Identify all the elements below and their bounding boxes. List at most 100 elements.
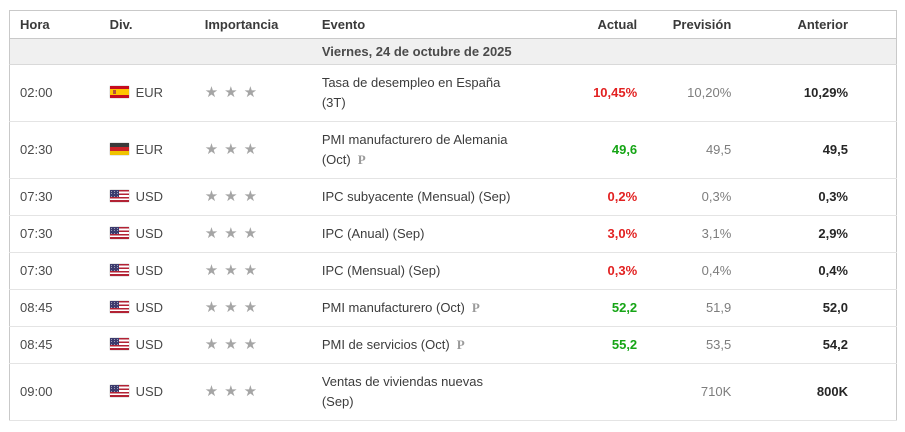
forecast-value: 51,9: [640, 289, 735, 327]
date-row-spacer: [9, 38, 322, 65]
importance-stars: ★★★: [204, 383, 264, 400]
event-name[interactable]: IPC (Mensual) (Sep): [321, 263, 441, 278]
forecast-value: 710K: [640, 363, 735, 421]
actual-value: 3,0%: [565, 215, 641, 253]
currency-label: USD: [135, 263, 164, 278]
col-header-evento: Evento: [321, 10, 566, 39]
col-header-hora: Hora: [9, 10, 110, 39]
preliminary-icon: P: [456, 337, 465, 352]
currency-cell: USD: [109, 289, 205, 327]
event-time: 09:00: [9, 363, 110, 421]
col-header-importancia: Importancia: [204, 10, 322, 39]
actual-value: 0,3%: [565, 252, 641, 290]
currency-cell: USD: [109, 326, 205, 364]
importance-cell: ★★★: [204, 252, 322, 290]
event-cell: Ventas de viviendas nuevas (Sep): [321, 363, 566, 421]
currency-label: EUR: [135, 142, 164, 157]
importance-stars: ★★★: [204, 188, 264, 205]
economic-calendar: Hora Div. Importancia Evento Actual Prev…: [9, 10, 897, 421]
importance-stars: ★★★: [204, 225, 264, 242]
usa-flag-icon: [109, 338, 129, 350]
col-header-actual: Actual: [565, 10, 641, 39]
event-name[interactable]: IPC subyacente (Mensual) (Sep): [321, 189, 511, 204]
importance-stars: ★★★: [204, 262, 264, 279]
event-name[interactable]: PMI manufacturero (Oct): [321, 300, 465, 315]
event-time: 07:30: [9, 215, 110, 253]
previous-value: 54,2: [734, 326, 897, 364]
event-name[interactable]: PMI manufacturero de Alemania (Oct): [321, 132, 508, 167]
forecast-value: 53,5: [640, 326, 735, 364]
actual-value: 52,2: [565, 289, 641, 327]
event-row[interactable]: 02:30 EUR ★★★ PMI manufacturero de Alemania…: [9, 121, 897, 179]
usa-flag-icon: [109, 190, 129, 202]
event-row[interactable]: 02:00 EUR ★★★ Tasa de desempleo en España (3…: [9, 64, 897, 122]
previous-value: 2,9%: [734, 215, 897, 253]
date-separator-row: Viernes, 24 de octubre de 2025: [9, 38, 897, 65]
currency-cell: EUR: [109, 121, 205, 179]
event-cell: IPC subyacente (Mensual) (Sep): [321, 178, 566, 216]
event-row[interactable]: 08:45 USD ★★★ PMI manufacturero (Oct) P 52,2 5…: [9, 289, 897, 327]
event-cell: PMI manufacturero (Oct) P: [321, 289, 566, 327]
importance-cell: ★★★: [204, 121, 322, 179]
actual-value: 0,2%: [565, 178, 641, 216]
forecast-value: 3,1%: [640, 215, 735, 253]
col-header-prevision: Previsión: [640, 10, 735, 39]
usa-flag-icon: [109, 227, 129, 239]
previous-value: 800K: [734, 363, 897, 421]
event-row[interactable]: 09:00 USD ★★★ Ventas de viviendas nuevas (Se…: [9, 363, 897, 421]
preliminary-icon: P: [357, 152, 366, 167]
usa-flag-icon: [109, 385, 129, 397]
forecast-value: 10,20%: [640, 64, 735, 122]
currency-label: USD: [135, 300, 164, 315]
currency-label: USD: [135, 226, 164, 241]
forecast-value: 0,3%: [640, 178, 735, 216]
importance-stars: ★★★: [204, 84, 264, 101]
preliminary-icon: P: [471, 300, 480, 315]
importance-cell: ★★★: [204, 64, 322, 122]
importance-cell: ★★★: [204, 215, 322, 253]
event-time: 08:45: [9, 326, 110, 364]
currency-cell: EUR: [109, 64, 205, 122]
currency-label: USD: [135, 337, 164, 352]
currency-cell: USD: [109, 178, 205, 216]
header-row: Hora Div. Importancia Evento Actual Prev…: [9, 10, 897, 39]
currency-cell: USD: [109, 215, 205, 253]
event-name[interactable]: PMI de servicios (Oct): [321, 337, 450, 352]
event-row[interactable]: 07:30 USD ★★★ IPC (Mensual) (Sep) 0,3% 0,4% 0,…: [9, 252, 897, 290]
event-cell: Tasa de desempleo en España (3T): [321, 64, 566, 122]
importance-cell: ★★★: [204, 363, 322, 421]
currency-label: USD: [135, 189, 164, 204]
previous-value: 0,4%: [734, 252, 897, 290]
event-cell: PMI de servicios (Oct) P: [321, 326, 566, 364]
calendar-body: Viernes, 24 de octubre de 2025 02:00 EUR ★…: [9, 38, 897, 421]
previous-value: 49,5: [734, 121, 897, 179]
event-row[interactable]: 08:45 USD ★★★ PMI de servicios (Oct) P 55,2 53…: [9, 326, 897, 364]
currency-label: EUR: [135, 85, 164, 100]
importance-cell: ★★★: [204, 326, 322, 364]
event-row[interactable]: 07:30 USD ★★★ IPC (Anual) (Sep) 3,0% 3,1% 2,9%: [9, 215, 897, 253]
currency-cell: USD: [109, 363, 205, 421]
importance-stars: ★★★: [204, 336, 264, 353]
previous-value: 10,29%: [734, 64, 897, 122]
previous-value: 52,0: [734, 289, 897, 327]
event-time: 08:45: [9, 289, 110, 327]
previous-value: 0,3%: [734, 178, 897, 216]
date-label: Viernes, 24 de octubre de 2025: [321, 38, 897, 65]
event-name[interactable]: Tasa de desempleo en España (3T): [321, 75, 501, 110]
forecast-value: 49,5: [640, 121, 735, 179]
event-time: 02:30: [9, 121, 110, 179]
usa-flag-icon: [109, 264, 129, 276]
event-name[interactable]: Ventas de viviendas nuevas (Sep): [321, 374, 483, 409]
event-name[interactable]: IPC (Anual) (Sep): [321, 226, 425, 241]
forecast-value: 0,4%: [640, 252, 735, 290]
event-cell: IPC (Anual) (Sep): [321, 215, 566, 253]
usa-flag-icon: [109, 301, 129, 313]
event-time: 07:30: [9, 178, 110, 216]
event-row[interactable]: 07:30 USD ★★★ IPC subyacente (Mensual) (Sep…: [9, 178, 897, 216]
currency-label: USD: [135, 384, 164, 399]
importance-stars: ★★★: [204, 141, 264, 158]
event-time: 07:30: [9, 252, 110, 290]
importance-cell: ★★★: [204, 289, 322, 327]
calendar-table: Hora Div. Importancia Evento Actual Prev…: [9, 10, 897, 421]
event-time: 02:00: [9, 64, 110, 122]
